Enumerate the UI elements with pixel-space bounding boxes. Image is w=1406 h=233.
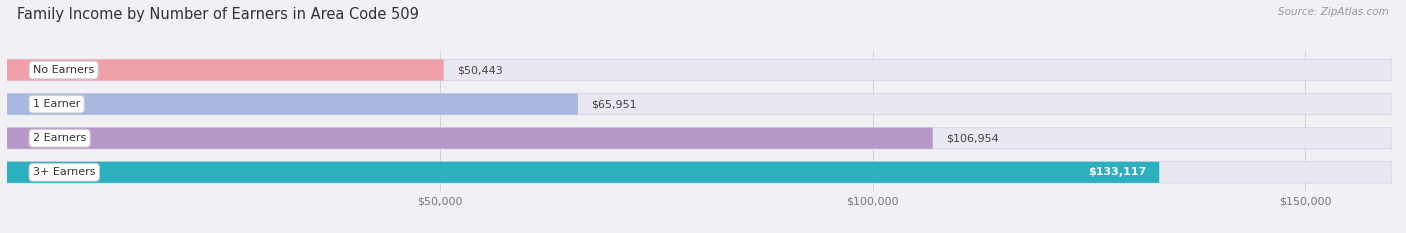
- FancyBboxPatch shape: [7, 162, 1392, 183]
- Text: 3+ Earners: 3+ Earners: [32, 167, 96, 177]
- Text: Source: ZipAtlas.com: Source: ZipAtlas.com: [1278, 7, 1389, 17]
- Text: $133,117: $133,117: [1088, 167, 1146, 177]
- FancyBboxPatch shape: [7, 93, 578, 115]
- FancyBboxPatch shape: [7, 59, 1392, 81]
- Text: $106,954: $106,954: [946, 133, 998, 143]
- FancyBboxPatch shape: [7, 162, 1160, 183]
- Text: $65,951: $65,951: [591, 99, 637, 109]
- FancyBboxPatch shape: [7, 128, 932, 149]
- FancyBboxPatch shape: [7, 93, 1392, 115]
- FancyBboxPatch shape: [7, 59, 444, 81]
- Text: No Earners: No Earners: [32, 65, 94, 75]
- Text: Family Income by Number of Earners in Area Code 509: Family Income by Number of Earners in Ar…: [17, 7, 419, 22]
- Text: 2 Earners: 2 Earners: [32, 133, 86, 143]
- Text: $50,443: $50,443: [457, 65, 502, 75]
- Text: 1 Earner: 1 Earner: [32, 99, 80, 109]
- FancyBboxPatch shape: [7, 128, 1392, 149]
